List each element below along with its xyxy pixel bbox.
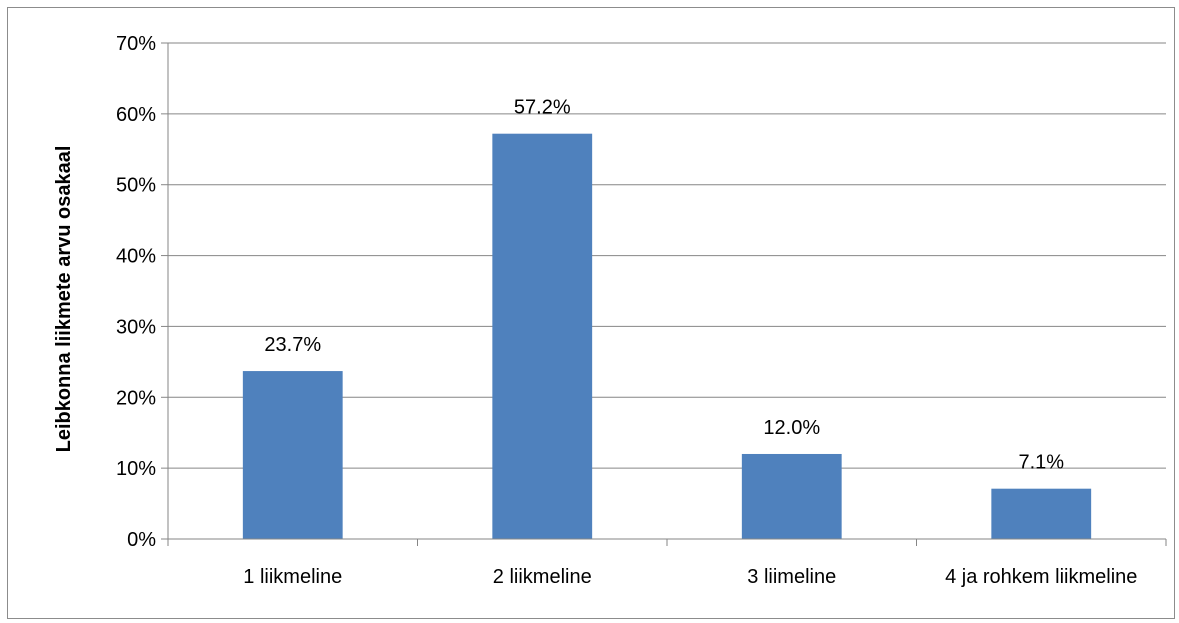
- category-label: 4 ja rohkem liikmeline: [945, 566, 1137, 588]
- category-labels: 1 liikmeline 2 liikmeline 3 liimeline 4 ja …: [243, 566, 1137, 588]
- y-tick-label: 60%: [116, 104, 156, 126]
- data-labels: 23.7% 57.2% 12.0% 7.1%: [264, 97, 1064, 474]
- y-tick-label: 40%: [116, 246, 156, 268]
- y-tick-label: 10%: [116, 458, 156, 480]
- y-axis-title: Leibkonna liikmete arvu osakaal: [53, 146, 75, 453]
- bar: [492, 133, 593, 539]
- data-label: 23.7%: [264, 334, 321, 356]
- category-label: 1 liikmeline: [243, 566, 342, 588]
- y-tick-label: 50%: [116, 175, 156, 197]
- y-tick-label: 0%: [127, 529, 156, 551]
- bars: [242, 133, 1092, 539]
- data-label: 7.1%: [1018, 452, 1064, 474]
- category-label: 2 liikmeline: [493, 566, 592, 588]
- data-label: 12.0%: [763, 417, 820, 439]
- y-tick-label: 20%: [116, 387, 156, 409]
- bar: [991, 488, 1092, 539]
- bar: [741, 453, 842, 539]
- axes: [161, 42, 1167, 546]
- category-label: 3 liimeline: [747, 566, 836, 588]
- bar: [242, 371, 343, 539]
- y-tick-label: 30%: [116, 316, 156, 338]
- y-tick-label: 70%: [116, 33, 156, 55]
- data-label: 57.2%: [514, 97, 571, 119]
- y-tick-labels: 0% 10% 20% 30% 40% 50% 60% 70%: [116, 33, 156, 551]
